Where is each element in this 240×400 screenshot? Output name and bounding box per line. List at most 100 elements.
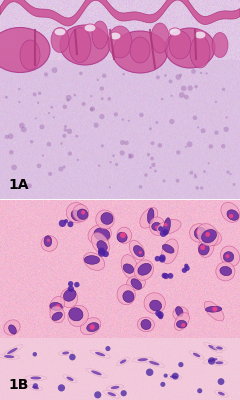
Circle shape	[208, 162, 210, 164]
Ellipse shape	[71, 210, 83, 221]
Circle shape	[195, 186, 199, 190]
Ellipse shape	[131, 279, 142, 289]
Ellipse shape	[95, 352, 105, 356]
Ellipse shape	[25, 376, 47, 380]
Circle shape	[203, 170, 206, 173]
Circle shape	[191, 69, 196, 74]
Circle shape	[33, 92, 36, 96]
Circle shape	[94, 122, 99, 128]
Circle shape	[101, 144, 104, 148]
Circle shape	[100, 86, 104, 91]
Circle shape	[158, 314, 163, 319]
Circle shape	[212, 306, 217, 312]
Circle shape	[62, 134, 66, 138]
Ellipse shape	[87, 323, 99, 332]
Circle shape	[5, 135, 9, 139]
Circle shape	[121, 118, 124, 121]
Circle shape	[120, 140, 125, 145]
Ellipse shape	[194, 31, 206, 39]
Circle shape	[122, 73, 125, 76]
Ellipse shape	[176, 306, 183, 317]
Circle shape	[162, 273, 167, 278]
Circle shape	[218, 378, 224, 385]
Circle shape	[79, 72, 83, 75]
Circle shape	[120, 232, 126, 238]
Ellipse shape	[84, 256, 100, 264]
Circle shape	[209, 144, 213, 149]
Ellipse shape	[50, 306, 65, 323]
Circle shape	[112, 154, 115, 157]
Circle shape	[59, 220, 66, 227]
Circle shape	[194, 85, 198, 88]
Circle shape	[214, 130, 219, 135]
Ellipse shape	[123, 291, 134, 302]
Circle shape	[164, 74, 167, 77]
Circle shape	[90, 106, 95, 112]
Circle shape	[96, 79, 99, 81]
Ellipse shape	[227, 210, 239, 220]
Circle shape	[226, 170, 230, 174]
Ellipse shape	[4, 320, 20, 335]
Ellipse shape	[134, 260, 154, 280]
Ellipse shape	[221, 246, 240, 266]
Ellipse shape	[132, 357, 153, 362]
Ellipse shape	[150, 217, 165, 236]
Circle shape	[176, 150, 180, 155]
Circle shape	[175, 74, 181, 80]
Circle shape	[187, 141, 192, 147]
Ellipse shape	[123, 264, 134, 273]
Circle shape	[90, 108, 93, 111]
Ellipse shape	[2, 345, 23, 357]
Circle shape	[50, 106, 53, 109]
Ellipse shape	[9, 325, 16, 334]
Text: 1A: 1A	[8, 178, 29, 192]
Circle shape	[52, 67, 57, 73]
Circle shape	[185, 146, 187, 148]
Circle shape	[201, 128, 206, 133]
Ellipse shape	[92, 21, 108, 49]
Ellipse shape	[111, 386, 120, 389]
Ellipse shape	[41, 236, 57, 251]
Circle shape	[19, 123, 25, 128]
Circle shape	[184, 95, 189, 100]
Circle shape	[200, 245, 205, 250]
Circle shape	[69, 354, 76, 360]
Circle shape	[179, 74, 182, 77]
Ellipse shape	[59, 350, 73, 356]
Ellipse shape	[29, 385, 42, 391]
Ellipse shape	[197, 224, 218, 246]
Circle shape	[164, 223, 168, 226]
Ellipse shape	[190, 224, 208, 242]
Ellipse shape	[220, 266, 232, 276]
Circle shape	[73, 94, 76, 96]
Circle shape	[98, 248, 105, 254]
Circle shape	[158, 143, 162, 148]
Ellipse shape	[52, 312, 62, 320]
Circle shape	[226, 116, 228, 118]
Ellipse shape	[97, 241, 107, 252]
Ellipse shape	[147, 208, 154, 224]
Circle shape	[48, 112, 50, 114]
Ellipse shape	[66, 202, 87, 223]
Ellipse shape	[66, 377, 74, 381]
Ellipse shape	[106, 385, 124, 390]
Circle shape	[102, 74, 106, 78]
Ellipse shape	[218, 392, 225, 396]
Ellipse shape	[51, 28, 69, 52]
Circle shape	[124, 141, 129, 145]
Circle shape	[208, 357, 215, 365]
Circle shape	[168, 80, 173, 83]
Circle shape	[147, 153, 150, 156]
Ellipse shape	[137, 317, 155, 332]
Circle shape	[109, 186, 111, 188]
Ellipse shape	[103, 390, 120, 398]
Circle shape	[179, 92, 185, 98]
Circle shape	[58, 384, 65, 392]
Ellipse shape	[174, 313, 189, 330]
Circle shape	[197, 126, 199, 128]
Circle shape	[11, 165, 17, 170]
Ellipse shape	[117, 227, 132, 244]
Circle shape	[194, 175, 197, 178]
Ellipse shape	[0, 28, 50, 72]
Circle shape	[68, 286, 74, 292]
